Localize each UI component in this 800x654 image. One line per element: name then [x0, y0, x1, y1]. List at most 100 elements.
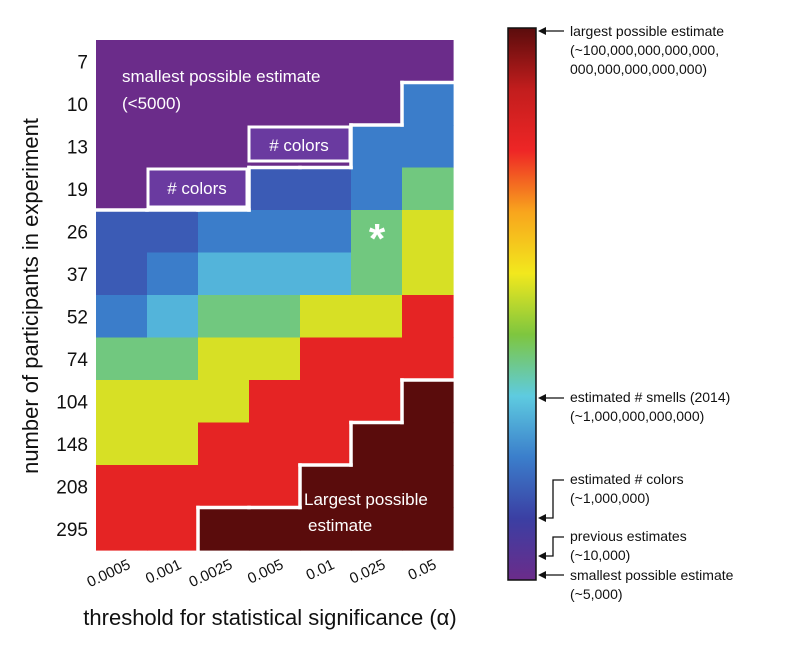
heatmap-cell-r1-c1	[147, 82, 199, 126]
heatmap-cell-r3-c5	[351, 167, 403, 211]
colorbar-entry: smallest possible estimate (~5,000)	[538, 567, 734, 602]
heatmap-cell-r10-c6	[402, 465, 454, 509]
colorbar-entry-label: estimated # colors	[570, 471, 684, 487]
heatmap-cell-r2-c1	[147, 125, 199, 169]
heatmap-cell-r5-c3	[249, 252, 301, 296]
smallest-region-label-line1: smallest possible estimate	[122, 67, 320, 86]
heatmap-cell-r8-c6	[402, 380, 454, 424]
colorbar-entry-label: (~5,000)	[570, 586, 623, 602]
y-tick-label: 208	[56, 477, 88, 498]
colorbar-entry-label: (~10,000)	[570, 547, 630, 563]
colorbar-entry-label: smallest possible estimate	[570, 567, 734, 583]
heatmap-cell-r4-c1	[147, 210, 199, 254]
heatmap-cell-r11-c5	[351, 507, 403, 551]
heatmap-cell-r3-c3	[249, 167, 301, 211]
heatmap-cell-r7-c1	[147, 337, 199, 381]
inner-labels: smallest possible estimate (<5000) # col…	[122, 67, 428, 535]
heatmap-cell-r10-c2	[198, 465, 250, 509]
heatmap-cell-r7-c0	[96, 337, 148, 381]
colorbar-arrow-line	[540, 479, 564, 519]
y-tick-label: 37	[67, 265, 88, 286]
x-tick-label: 0.001	[143, 556, 184, 587]
heatmap-cell-r1-c2	[198, 82, 250, 126]
largest-region-label-line2: estimate	[308, 516, 372, 535]
heatmap-cell-r1-c5	[351, 82, 403, 126]
heatmap-cell-r8-c2	[198, 380, 250, 424]
heatmap-cell-r0-c3	[249, 40, 301, 84]
colorbar-entry: largest possible estimate (~100,000,000,0…	[538, 23, 724, 77]
heatmap-cell-r8-c4	[300, 380, 352, 424]
colorbar-entry: estimated # colors (~1,000,000)	[538, 471, 684, 522]
x-tick-label: 0.0005	[84, 556, 133, 591]
y-tick-label: 295	[56, 520, 88, 541]
x-axis-title: threshold for statistical significance (…	[83, 605, 456, 630]
heatmap-cell-r2-c2	[198, 125, 250, 169]
colorbar-annotations: largest possible estimate (~100,000,000,0…	[538, 23, 734, 602]
heatmap-cell-r9-c3	[249, 422, 301, 466]
colorbar-entry-label: (~1,000,000)	[570, 490, 650, 506]
colorbar-entry-label: 000,000,000,000,000)	[570, 61, 707, 77]
heatmap-cell-r9-c4	[300, 422, 352, 466]
heatmap-cell-r3-c0	[96, 167, 148, 211]
heatmap-cell-r7-c2	[198, 337, 250, 381]
x-tick-label: 0.05	[406, 556, 440, 584]
heatmap-cell-r2-c0	[96, 125, 148, 169]
asterisk-marker: *	[369, 215, 386, 262]
largest-region-label-line1: Largest possible	[304, 490, 428, 509]
heatmap-cell-r10-c1	[147, 465, 199, 509]
y-tick-label: 7	[77, 52, 88, 73]
heatmap-cell-r0-c0	[96, 40, 148, 84]
heatmap-cell-r5-c0	[96, 252, 148, 296]
colorbar-arrow-head	[538, 394, 546, 402]
heatmap-cell-r8-c5	[351, 380, 403, 424]
heatmap-cell-r4-c2	[198, 210, 250, 254]
heatmap-cell-r0-c1	[147, 40, 199, 84]
heatmap-cell-r4-c0	[96, 210, 148, 254]
x-tick-label: 0.01	[304, 556, 338, 584]
heatmap-cell-r7-c3	[249, 337, 301, 381]
heatmap-cell-r5-c1	[147, 252, 199, 296]
heatmap-cell-r9-c6	[402, 422, 454, 466]
heatmap-cell-r5-c2	[198, 252, 250, 296]
colorbar-entry: estimated # smells (2014) (~1,000,000,000…	[538, 389, 730, 424]
heatmap-cell-r1-c6	[402, 82, 454, 126]
heatmap-cell-r11-c4	[300, 507, 352, 551]
y-axis-ticks: 7 10 13 19 26 37 52 74 104 148 208 295	[56, 52, 88, 541]
x-tick-label: 0.005	[245, 556, 286, 587]
heatmap-cell-r10-c5	[351, 465, 403, 509]
y-tick-label: 148	[56, 435, 88, 456]
colors-label-1-box	[247, 125, 352, 163]
colors-label-1: # colors	[269, 136, 329, 155]
region-boundaries	[94, 80, 455, 552]
heatmap-cell-r11-c3	[249, 507, 301, 551]
colorbar-entry-label: largest possible estimate	[570, 23, 724, 39]
heatmap-cell-r10-c3	[249, 465, 301, 509]
colorbar-arrow-line	[540, 536, 564, 557]
colorbar-arrow-head	[538, 552, 546, 560]
smallest-region-label-line2: (<5000)	[122, 94, 181, 113]
heatmap-cell-r6-c6	[402, 295, 454, 339]
heatmap-cell-r6-c0	[96, 295, 148, 339]
x-tick-label: 0.0025	[186, 556, 235, 591]
y-tick-label: 10	[67, 95, 88, 116]
heatmap-cell-r6-c4	[300, 295, 352, 339]
heatmap-cell-r4-c6	[402, 210, 454, 254]
colorbar-entry-label: (~1,000,000,000,000)	[570, 408, 704, 424]
heatmap-cell-r1-c4	[300, 82, 352, 126]
heatmap-cell-r7-c4	[300, 337, 352, 381]
heatmap-cell-r4-c3	[249, 210, 301, 254]
heatmap-cell-r9-c1	[147, 422, 199, 466]
colorbar-entry-label: previous estimates	[570, 528, 687, 544]
y-tick-label: 13	[67, 137, 88, 158]
heatmap-cell-r3-c4	[300, 167, 352, 211]
heatmap-cell-r8-c3	[249, 380, 301, 424]
x-tick-label: 0.025	[347, 556, 388, 587]
heatmap-cell-r0-c2	[198, 40, 250, 84]
colors-label-2: # colors	[167, 179, 227, 198]
heatmap-cell-r8-c0	[96, 380, 148, 424]
heatmap-cell-r7-c5	[351, 337, 403, 381]
heatmap-cell-r6-c5	[351, 295, 403, 339]
y-tick-label: 52	[67, 307, 88, 328]
y-axis-title: number of participants in experiment	[18, 118, 43, 474]
heatmap-cell-r9-c0	[96, 422, 148, 466]
